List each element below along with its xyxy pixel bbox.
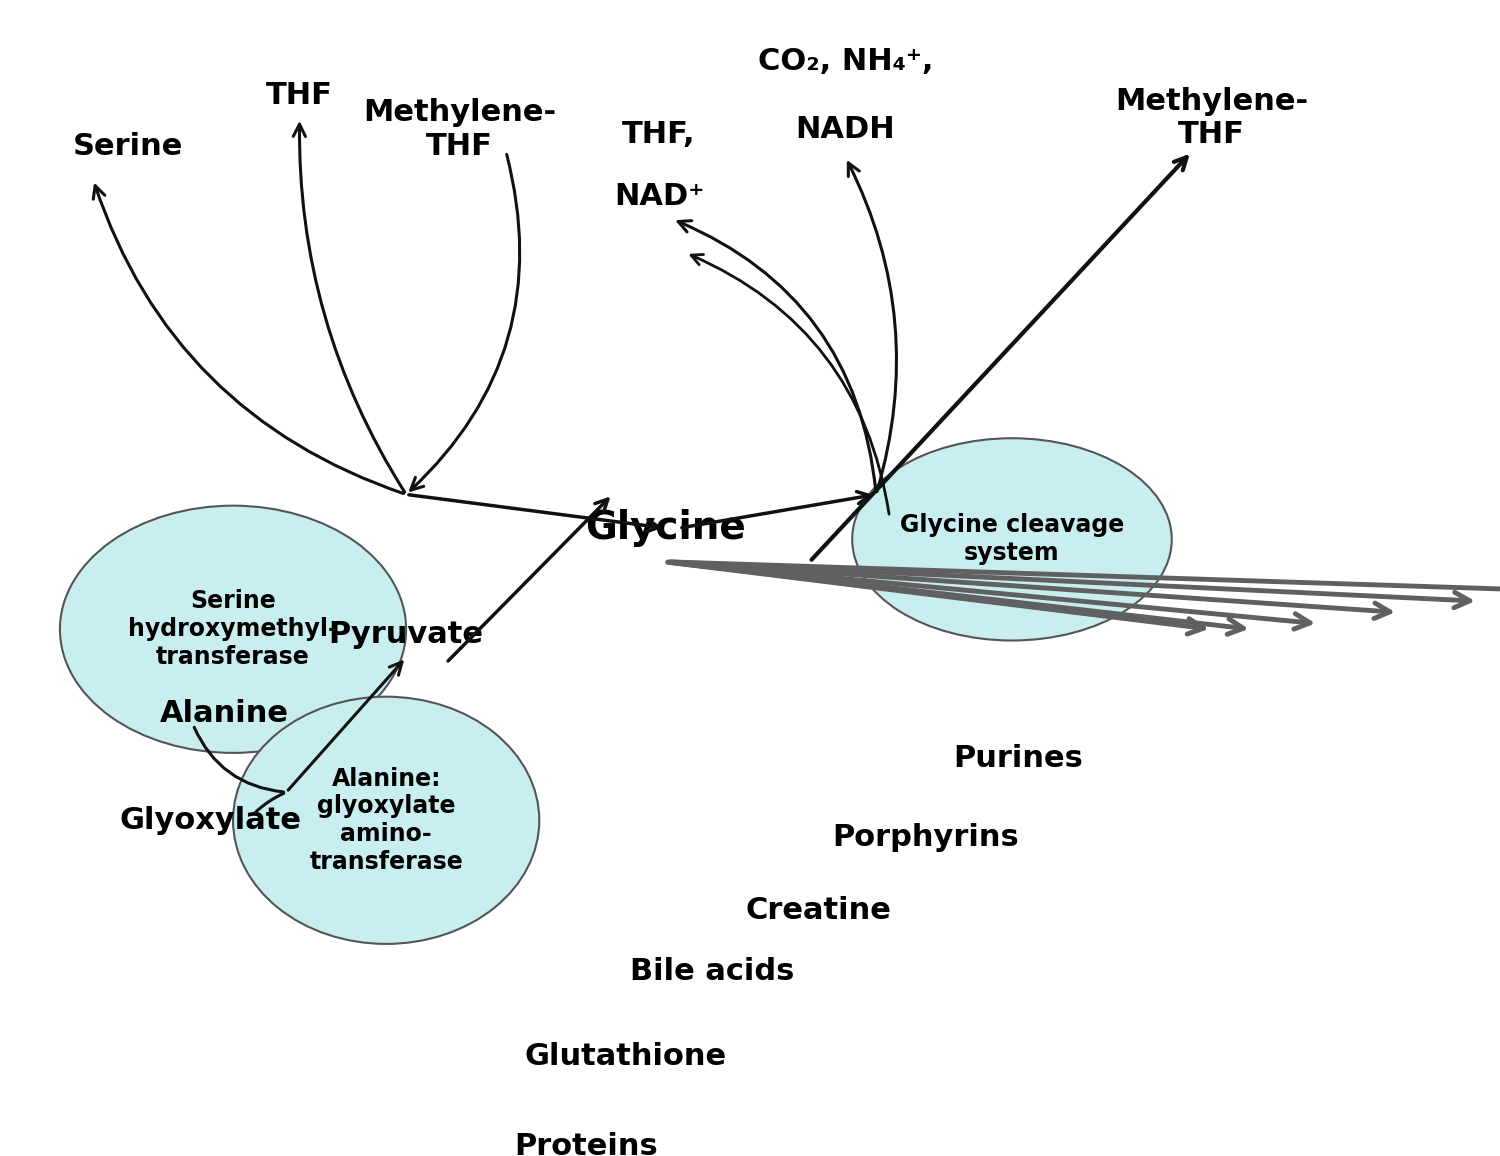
Ellipse shape [60, 505, 406, 753]
Text: Pyruvate: Pyruvate [328, 621, 483, 650]
Text: Glycine: Glycine [585, 509, 746, 547]
Text: Alanine:
glyoxylate
amino-
transferase: Alanine: glyoxylate amino- transferase [309, 766, 464, 874]
Text: Glyoxylate: Glyoxylate [120, 806, 302, 835]
Text: Glycine cleavage
system: Glycine cleavage system [900, 513, 1124, 565]
Text: Serine
hydroxymethyl-
transferase: Serine hydroxymethyl- transferase [128, 590, 338, 669]
Text: NADH: NADH [795, 114, 895, 143]
Text: NAD⁺: NAD⁺ [614, 183, 704, 212]
Text: THF: THF [266, 81, 333, 110]
Text: Proteins: Proteins [514, 1132, 658, 1156]
Text: Creatine: Creatine [746, 896, 892, 925]
Ellipse shape [852, 438, 1172, 640]
Text: Glutathione: Glutathione [525, 1042, 728, 1070]
Text: THF,: THF, [622, 120, 696, 149]
Text: Porphyrins: Porphyrins [833, 823, 1019, 852]
Text: Purines: Purines [954, 744, 1083, 773]
Text: Methylene-
THF: Methylene- THF [1114, 87, 1308, 149]
Text: Methylene-
THF: Methylene- THF [363, 98, 556, 161]
Text: CO₂, NH₄⁺,: CO₂, NH₄⁺, [758, 47, 933, 76]
Text: Serine: Serine [74, 132, 183, 161]
Text: Alanine: Alanine [160, 699, 290, 728]
Text: Bile acids: Bile acids [630, 957, 795, 986]
Ellipse shape [232, 697, 540, 944]
